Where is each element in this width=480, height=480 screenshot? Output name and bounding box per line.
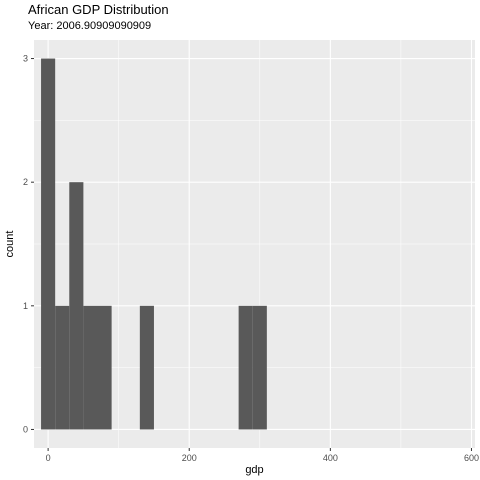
- histogram-bar: [69, 182, 84, 430]
- axis-ticks: [31, 58, 472, 451]
- y-tick-label: 0: [23, 424, 28, 434]
- y-tick-label: 1: [23, 301, 28, 311]
- histogram-bar: [139, 305, 154, 430]
- x-tick-label: 0: [46, 453, 51, 463]
- histogram-bar: [83, 305, 98, 430]
- y-axis-title: count: [4, 231, 16, 258]
- histogram-bar: [238, 305, 253, 430]
- x-axis-title: gdp: [245, 464, 263, 476]
- y-tick-label: 2: [23, 177, 28, 187]
- chart-subtitle: Year: 2006.90909090909: [28, 20, 152, 32]
- y-tick-labels: 0 1 2 3: [23, 54, 28, 435]
- x-tick-labels: 0 200 400 600: [46, 453, 479, 463]
- histogram-bar: [55, 305, 70, 430]
- histogram-bars: [41, 58, 267, 430]
- x-tick-label: 200: [182, 453, 197, 463]
- y-tick-label: 3: [23, 54, 28, 64]
- histogram-bar: [252, 305, 267, 430]
- histogram-bar: [97, 305, 112, 430]
- x-tick-label: 400: [323, 453, 338, 463]
- chart-title: African GDP Distribution: [28, 2, 169, 17]
- x-tick-label: 600: [464, 453, 479, 463]
- histogram-bar: [41, 58, 56, 430]
